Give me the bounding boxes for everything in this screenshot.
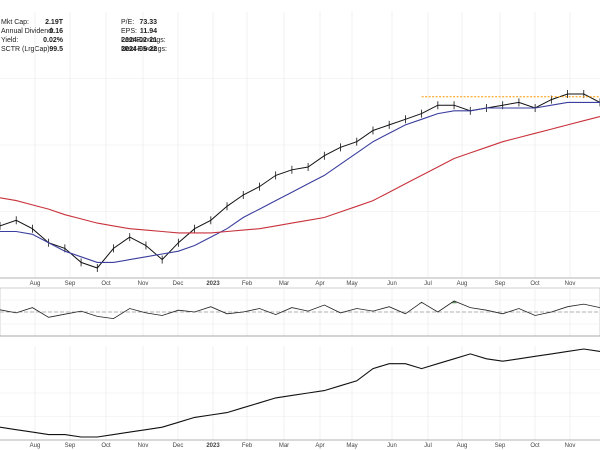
rel-x-tick-label: Apr xyxy=(315,443,324,449)
stat-label-next-earnings: Next Earnings: xyxy=(121,46,167,53)
rel-x-tick-label: Sep xyxy=(65,443,76,449)
stat-value-sctr: 99.5 xyxy=(49,46,63,53)
stat-label-pe: P/E: xyxy=(121,19,134,26)
rel-x-tick-label: Sep xyxy=(495,443,506,449)
series-line-ma_short xyxy=(0,101,600,263)
rel-x-tick-label: Aug xyxy=(30,443,41,449)
oscillator-overbought-shade xyxy=(451,301,458,304)
rel-x-tick-label: Aug xyxy=(457,443,468,449)
price-x-tick-label: Mar xyxy=(279,281,289,287)
rel-x-tick-label: Jun xyxy=(387,443,397,449)
rel-x-tick-label: Nov xyxy=(138,443,149,449)
rel-x-tick-label: Jul xyxy=(424,443,432,449)
price-x-tick-label: Nov xyxy=(138,281,149,287)
price-x-tick-label: Nov xyxy=(565,281,576,287)
price-x-tick-label: Dec xyxy=(173,281,184,287)
price-x-tick-label: Feb xyxy=(242,281,253,287)
stat-value-yield: 0.02% xyxy=(43,37,64,44)
price-x-tick-label: 2023 xyxy=(206,281,220,287)
stat-label-last-earnings: Last Earnings: xyxy=(121,37,166,44)
price-x-tick-label: Oct xyxy=(101,281,111,287)
stat-value-next-earnings: 2024-05-22 xyxy=(121,46,157,53)
series-line-ma_long xyxy=(0,115,600,234)
price-x-tick-label: Jul xyxy=(424,281,432,287)
price-x-tick-label: Oct xyxy=(530,281,540,287)
relative-line xyxy=(0,348,600,438)
stat-value-pe: 73.33 xyxy=(139,19,157,26)
rel-x-tick-label: 2023 xyxy=(206,443,220,449)
stats-block-right: P/E: 73.33 EPS: 11.94 Last Earnings: 202… xyxy=(121,19,167,53)
rel-x-tick-label: Feb xyxy=(242,443,253,449)
relative-panel: Aug Sep Oct Nov Dec 2023 Feb Mar Apr May Jun Jul Aug… xyxy=(0,346,600,449)
stat-label-eps: EPS: xyxy=(121,28,137,35)
stats-block-left: Mkt Cap: 2.19T Annual Dividend: 0.16 Yie… xyxy=(1,19,64,53)
stat-value-eps: 11.94 xyxy=(140,28,157,35)
price-x-tick-label: Sep xyxy=(65,281,76,287)
stat-label-sctr: SCTR (LrgCap): xyxy=(1,46,52,53)
stat-value-mkt-cap: 2.19T xyxy=(45,19,64,26)
stat-label-annual-dividend: Annual Dividend: xyxy=(1,28,54,35)
rel-x-tick-label: Nov xyxy=(565,443,576,449)
price-x-tick-label: Sep xyxy=(495,281,506,287)
price-panel: Aug Sep Oct Nov Dec 2023 Feb Mar Apr May Jun Jul Aug… xyxy=(0,12,600,287)
price-x-tick-label: Aug xyxy=(457,281,468,287)
price-x-tick-label: Apr xyxy=(315,281,324,287)
stat-value-annual-dividend: 0.16 xyxy=(49,28,63,35)
price-x-tick-label: Jun xyxy=(387,281,397,287)
rel-x-tick-label: Mar xyxy=(279,443,289,449)
rel-x-tick-label: Oct xyxy=(101,443,111,449)
series-line-price xyxy=(0,93,600,269)
stat-label-mkt-cap: Mkt Cap: xyxy=(1,19,29,26)
rel-x-tick-label: Dec xyxy=(173,443,184,449)
price-x-tick-label: May xyxy=(346,281,357,287)
rel-x-tick-label: May xyxy=(346,443,357,449)
stat-value-last-earnings: 2024-02-21 xyxy=(121,37,157,44)
price-x-tick-label: Aug xyxy=(30,281,41,287)
oscillator-line xyxy=(0,300,600,320)
oscillator-panel xyxy=(0,287,600,337)
stat-label-yield: Yield: xyxy=(1,37,18,44)
rel-x-tick-label: Oct xyxy=(530,443,540,449)
